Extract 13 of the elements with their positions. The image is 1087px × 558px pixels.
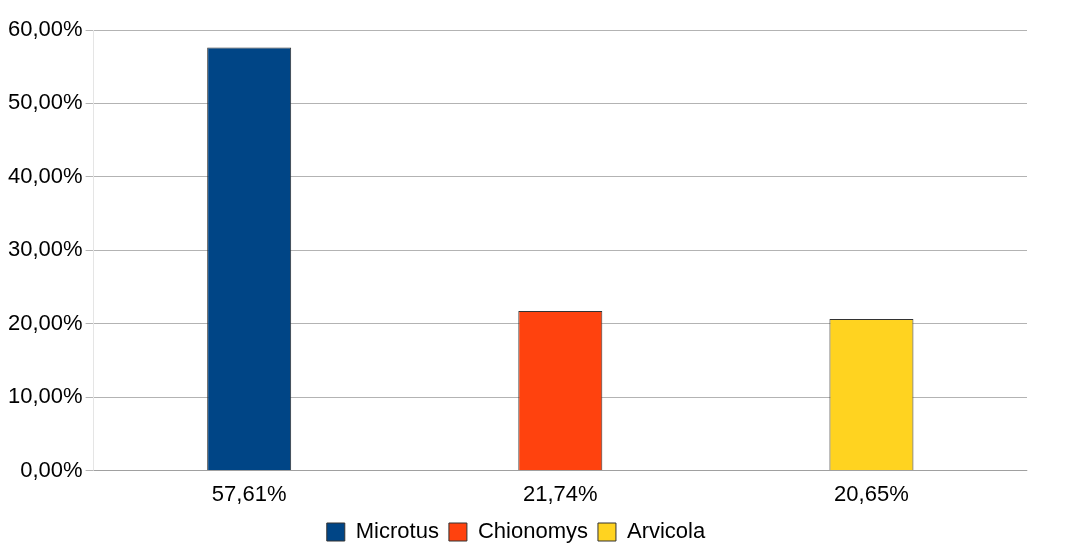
legend-label: Microtus (355, 518, 439, 544)
y-tick-label: 60,00% (7, 16, 83, 42)
y-tick-label: 30,00% (7, 236, 83, 262)
y-tick-label: 50,00% (7, 89, 83, 115)
y-tick-label: 20,00% (7, 309, 83, 335)
x-tick-label: 21,74% (523, 480, 598, 506)
y-tick-label: 40,00% (7, 162, 83, 188)
x-tick-label: 20,65% (834, 480, 909, 506)
legend-label: Chionomys (477, 518, 588, 544)
y-tick-label: 0,00% (20, 456, 83, 482)
x-tick-label: 57,61% (211, 480, 287, 506)
y-tick-label: 10,00% (7, 383, 83, 409)
legend-label: Arvicola (626, 518, 706, 544)
